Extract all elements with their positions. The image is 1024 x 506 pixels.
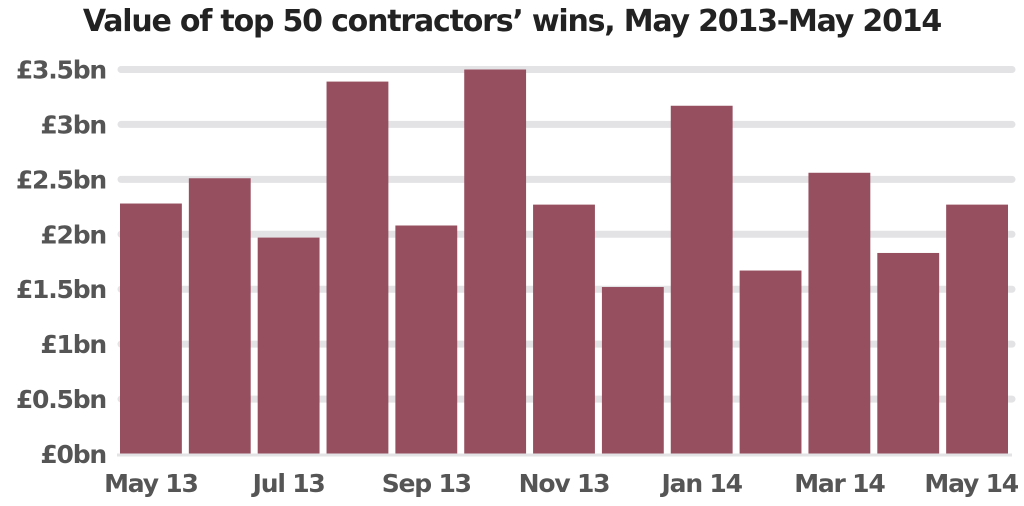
y-tick-label: £1.5bn — [16, 275, 106, 304]
bar-nov-13 — [533, 204, 595, 454]
y-tick-label: £1bn — [40, 330, 106, 359]
x-tick-label: Jan 14 — [660, 469, 743, 498]
chart-title: Value of top 50 contractors’ wins, May 2… — [82, 4, 942, 39]
bar-may-14 — [946, 204, 1008, 454]
y-tick-label: £3bn — [40, 110, 106, 139]
bar-jul-13 — [257, 237, 320, 454]
bar-may-13 — [120, 203, 182, 454]
bar-mar-14 — [808, 172, 871, 454]
bar-dec-13 — [601, 287, 664, 454]
y-tick-label: £2bn — [40, 220, 106, 249]
y-tick-label: £3.5bn — [16, 56, 106, 85]
x-tick-label: Jul 13 — [251, 469, 325, 498]
x-tick-label: Sep 13 — [382, 469, 471, 498]
bar-apr-14 — [877, 252, 940, 454]
x-tick-label: Nov 13 — [519, 469, 610, 498]
y-tick-label: £2.5bn — [16, 165, 106, 194]
bar-jun-13 — [188, 178, 251, 454]
y-tick-label: £0.5bn — [16, 385, 106, 414]
x-tick-label: Mar 14 — [794, 469, 885, 498]
x-tick-label: May 13 — [104, 469, 198, 498]
bar-jan-14 — [670, 105, 733, 454]
x-tick-label: May 14 — [924, 469, 1018, 498]
bar-oct-13 — [464, 69, 527, 454]
bar-aug-13 — [326, 81, 389, 454]
bar-sep-13 — [395, 225, 458, 454]
bar-feb-14 — [739, 270, 802, 454]
y-tick-label: £0bn — [40, 440, 106, 469]
